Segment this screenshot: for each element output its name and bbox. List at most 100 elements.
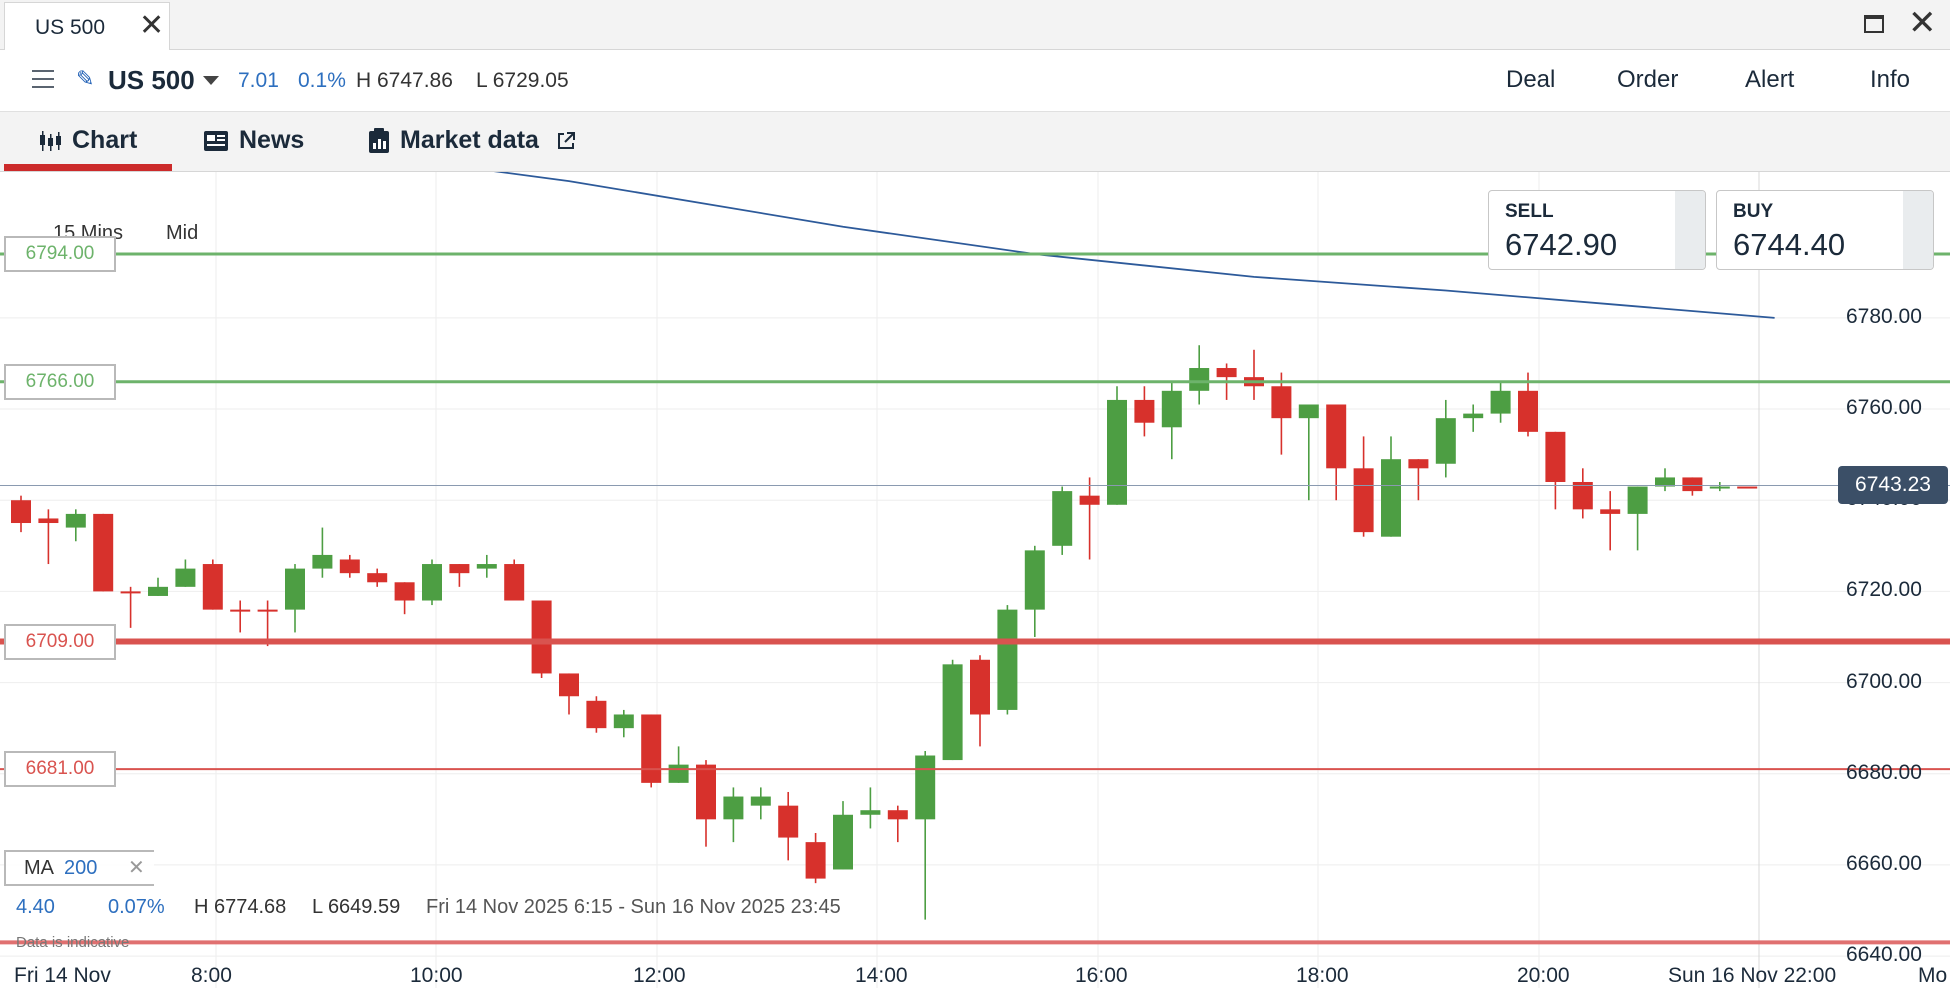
candle-body (1463, 413, 1484, 419)
candle-body (997, 609, 1018, 710)
alert-button[interactable]: Alert (1745, 66, 1795, 93)
price-level-label[interactable]: 6794.00 (4, 236, 116, 273)
ma-name: MA (24, 857, 54, 879)
candle-body (696, 764, 716, 820)
candle-body (641, 714, 662, 783)
candle-body (559, 673, 579, 697)
candle-body (312, 554, 333, 569)
candle-body (93, 513, 114, 592)
chart-canvas[interactable] (0, 172, 1950, 988)
sell-price: 6742.90 (1505, 227, 1618, 262)
candle-body (531, 600, 552, 674)
price-level-label[interactable]: 6766.00 (4, 363, 116, 400)
y-tick-label: 6780.00 (1846, 304, 1922, 328)
current-price-label: 6743.23 (1838, 466, 1948, 505)
candle-body (1079, 495, 1100, 505)
buy-price: 6744.40 (1733, 227, 1846, 262)
candle-body (1490, 390, 1511, 414)
pencil-icon[interactable]: ✎ (76, 66, 95, 91)
candle-body (476, 564, 497, 569)
chevron-down-icon[interactable] (203, 76, 219, 85)
maximize-icon[interactable] (1864, 15, 1884, 33)
candle-body (422, 564, 442, 601)
y-tick-label: 6680.00 (1846, 760, 1922, 784)
candle-body (1326, 404, 1347, 469)
view-tabs: Chart News Market data (0, 112, 1950, 172)
candle-body (1134, 399, 1155, 423)
candle-body (285, 568, 305, 610)
candle-body (504, 564, 525, 601)
candle-body (1600, 509, 1621, 514)
price-level-label[interactable]: 6681.00 (4, 751, 116, 788)
info-button[interactable]: Info (1870, 66, 1911, 93)
candle-body (230, 609, 251, 612)
disclaimer: Data is indicative (16, 934, 130, 951)
close-window-icon[interactable]: ✕ (1908, 4, 1937, 42)
tab-market-data[interactable]: Market data (368, 126, 586, 155)
menu-icon[interactable] (32, 70, 54, 90)
x-tick-label: 14:00 (855, 964, 908, 987)
candle-body (1024, 550, 1045, 610)
candle-body (1353, 468, 1374, 533)
candle-body (805, 842, 826, 879)
close-tab-icon[interactable]: ✕ (139, 9, 165, 42)
news-icon (204, 131, 228, 152)
candle-body (339, 559, 360, 574)
candle-body (915, 755, 936, 820)
period-change-percent: 0.07% (108, 896, 165, 918)
candle-body (202, 564, 223, 610)
candle-body (860, 810, 881, 815)
price-level-label[interactable]: 6709.00 (4, 623, 116, 660)
period-range: Fri 14 Nov 2025 6:15 - Sun 16 Nov 2025 2… (426, 896, 841, 918)
tab-market-data-label: Market data (400, 126, 539, 154)
candle-body (1381, 459, 1401, 537)
tab-chart-label: Chart (72, 126, 138, 154)
sell-label: SELL (1505, 201, 1554, 222)
candle-body (367, 573, 388, 583)
x-tick-label: 20:00 (1517, 964, 1570, 987)
buy-label: BUY (1733, 201, 1774, 222)
ma-indicator-badge[interactable]: MA 200 ✕ (4, 850, 154, 886)
tab-news[interactable]: News (203, 126, 304, 155)
period-low: L 6649.59 (312, 896, 401, 918)
order-button[interactable]: Order (1617, 66, 1679, 93)
candle-body (1682, 477, 1703, 492)
active-tab-indicator (4, 164, 172, 171)
candle-body (1189, 368, 1210, 391)
price-type-selector[interactable]: Mid (166, 222, 199, 244)
x-tick-label: Fri 14 Nov (14, 964, 111, 987)
candle-body (586, 700, 607, 729)
sell-button[interactable]: SELL 6742.90 (1488, 190, 1706, 270)
candlestick-icon (40, 131, 61, 152)
instrument-name[interactable]: US 500 (108, 65, 195, 95)
candle-body (1216, 368, 1237, 378)
low-value: L 6729.05 (476, 69, 569, 92)
x-tick-label: 18:00 (1296, 964, 1349, 987)
period-change: 4.40 (16, 896, 55, 918)
candle-body (833, 814, 853, 870)
candle-body (11, 500, 31, 524)
candle-body (38, 518, 59, 524)
candle-body (1298, 404, 1319, 419)
window-tab[interactable]: US 500 ✕ (4, 2, 170, 50)
candle-body (1709, 486, 1730, 489)
remove-indicator-icon[interactable]: ✕ (128, 857, 145, 879)
y-tick-label: 6720.00 (1846, 578, 1922, 602)
change-value: 7.01 (238, 69, 279, 92)
x-tick-label: Sun 16 Nov 22:00 (1668, 964, 1837, 987)
candle-body (1271, 386, 1292, 419)
tab-chart[interactable]: Chart (38, 126, 137, 155)
candle-body (65, 513, 86, 528)
deal-button[interactable]: Deal (1506, 66, 1556, 93)
tab-news-label: News (239, 126, 305, 154)
x-tick-label: 8:00 (191, 964, 232, 987)
candle-body (970, 659, 990, 715)
buy-button[interactable]: BUY 6744.40 (1716, 190, 1934, 270)
candle-body (175, 568, 196, 587)
candle-body (1107, 399, 1127, 505)
candle-body (668, 764, 689, 783)
price-chart[interactable]: 15 Mins Mid SELL 6742.90 BUY 6744.40 679… (0, 172, 1950, 988)
candle-body (449, 564, 470, 574)
candle-body (1545, 431, 1566, 482)
window-tab-strip: US 500 ✕ ✕ (0, 0, 1950, 50)
